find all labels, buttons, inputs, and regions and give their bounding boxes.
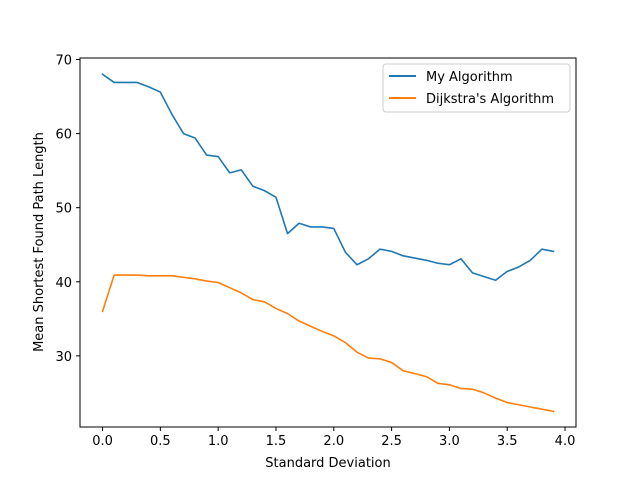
x-tick-label: 0.0	[92, 434, 113, 449]
y-tick-label: 40	[55, 276, 72, 291]
y-tick-label: 60	[55, 128, 72, 143]
series-line-dijkstra	[101, 274, 555, 413]
x-tick-label: 4.0	[555, 434, 576, 449]
legend-label-my-algorithm: My Algorithm	[426, 70, 513, 85]
y-tick-label: 50	[55, 202, 72, 217]
legend-label-dijkstra: Dijkstra's Algorithm	[426, 92, 554, 107]
x-tick-label: 2.0	[323, 434, 344, 449]
y-tick-label: 30	[55, 350, 72, 365]
x-tick-label: 1.0	[208, 434, 229, 449]
plot-area	[101, 73, 555, 413]
axes-border	[79, 57, 577, 428]
x-tick-label: 1.5	[266, 434, 287, 449]
x-tick-label: 2.5	[381, 434, 402, 449]
legend-box	[382, 63, 571, 113]
x-axis-label: Standard Deviation	[265, 456, 390, 471]
x-tick-label: 0.5	[150, 434, 171, 449]
x-tick-label: 3.5	[497, 434, 518, 449]
y-axis-label: Mean Shortest Found Path Length	[32, 132, 47, 352]
legend: My Algorithm Dijkstra's Algorithm	[382, 63, 571, 113]
x-tick-label: 3.0	[439, 434, 460, 449]
y-tick-label: 70	[55, 53, 72, 68]
axis-ticks: 0.0 0.5 1.0 1.5 2.0 2.5 3.0 3.5 4.0 30 40 50 60 70	[55, 53, 575, 449]
axes-frame	[79, 57, 577, 428]
series-line-my-algorithm	[101, 73, 555, 282]
